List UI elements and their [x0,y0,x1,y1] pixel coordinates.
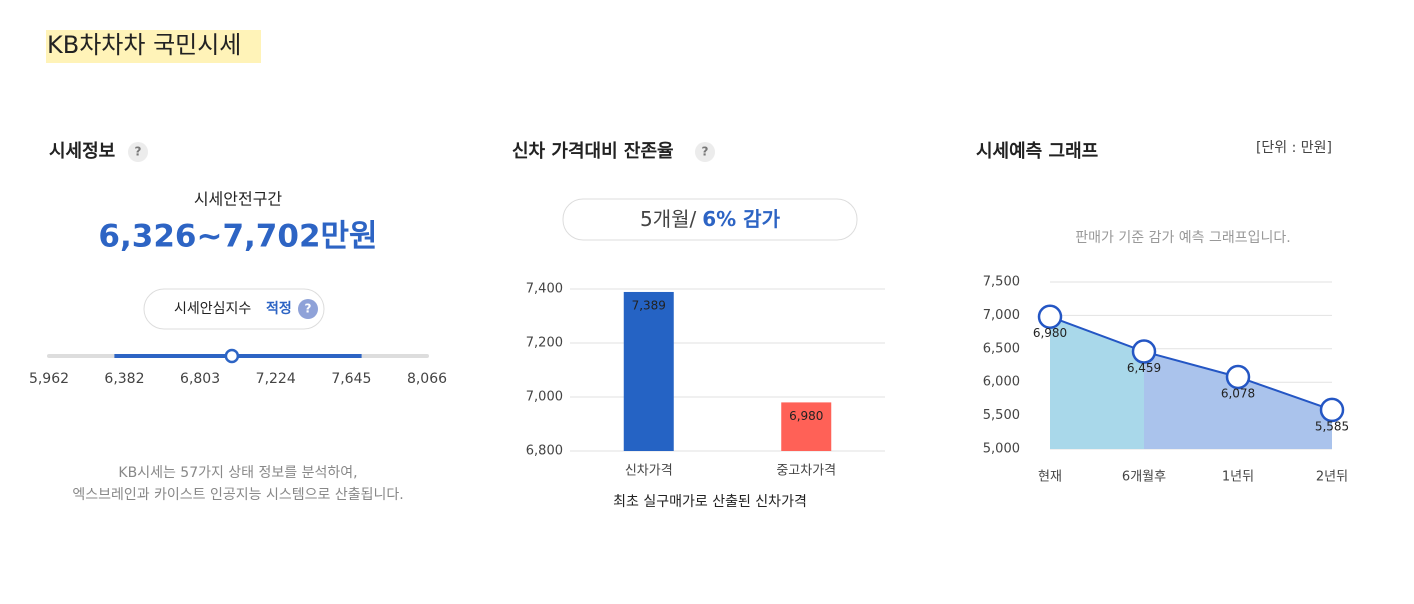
bar [781,402,832,451]
point-value-label: 6,980 [1033,326,1067,340]
slider: 5,962 6,382 6,803 7,224 7,645 8,066 [29,348,447,387]
x-tick-label: 현재 [1038,470,1062,485]
point [1131,339,1157,364]
slider-tick-label: 6,803 [180,371,220,387]
help-icon[interactable] [128,142,148,162]
bar-value-label: 6,980 [789,409,823,423]
unit-label: [단위 : 만원] [1256,140,1332,156]
area-fill [1050,316,1144,449]
point-value-label: 6,078 [1221,386,1255,400]
point-value-label: 5,585 [1315,419,1349,433]
y-tick-label: 7,000 [983,308,1020,323]
x-tick-label: 6개월후 [1122,470,1166,485]
point [1319,397,1345,423]
line-chart: 5,000 5,500 6,000 6,500 7,000 7,500 6,980 현재 6,4… [983,275,1349,485]
help-icon[interactable] [695,142,715,162]
help-mark[interactable]: ? [305,302,312,316]
slider-tick-label: 5,962 [29,371,69,387]
section-title: 신차 가격대비 잔존율 [512,141,674,162]
index-value: 적정 [266,300,292,317]
y-tick-label: 7,400 [526,282,563,297]
y-tick-label: 7,200 [526,336,563,351]
note-line: KB시세는 57가지 상태 정보를 분석하여, [118,465,357,481]
point-value-label: 6,459 [1127,361,1161,375]
area-fill [1144,351,1332,449]
y-tick-label: 7,000 [526,390,563,405]
help-icon[interactable] [298,299,318,319]
range-value: 6,326~7,702만원 [98,219,377,255]
chart-subtitle: 판매가 기준 감가 예측 그래프입니다. [1075,230,1290,246]
y-tick-label: 5,500 [983,408,1020,423]
x-tick-label: 중고차가격 [776,464,836,479]
bar-value-label: 7,389 [632,298,666,312]
bar [623,291,674,451]
bar-chart: 6,800 7,000 7,200 7,400 7,389 신차가격 6,980 중고차가격 [526,282,885,479]
y-tick-label: 7,500 [983,275,1020,290]
badge-text: 5개월/6% 감가 [640,207,781,231]
point [1225,364,1251,390]
page-title: KB차차차 국민시세 [47,31,241,59]
badge [562,198,858,241]
x-tick-label: 1년뒤 [1222,470,1254,485]
help-mark[interactable]: ? [702,145,709,159]
note-line: 엑스브레인과 카이스트 인공지능 시스템으로 산출됩니다. [72,487,403,503]
y-tick-label: 5,000 [983,442,1020,457]
index-pill [143,288,325,330]
badge-period: 5개월/ [640,207,697,231]
y-tick-label: 6,500 [983,341,1020,356]
slider-tick-label: 7,224 [256,371,296,387]
point [1037,304,1063,329]
x-tick-label: 2년뒤 [1316,470,1348,485]
x-tick-label: 신차가격 [625,464,673,479]
slider-marker [224,348,240,364]
y-tick-label: 6,000 [983,375,1020,390]
range-label: 시세안전구간 [194,190,283,209]
section-title: 시세정보 [49,141,115,162]
help-mark[interactable]: ? [135,145,142,159]
slider-tick-label: 7,645 [331,371,371,387]
y-tick-label: 6,800 [526,444,563,459]
slider-tick-label: 6,382 [104,371,144,387]
badge-value: 6% 감가 [702,207,780,231]
title-highlight [46,30,261,63]
index-label: 시세안심지수 [174,301,251,317]
section-title: 시세예측 그래프 [976,141,1098,162]
slider-tick-label: 8,066 [407,371,447,387]
chart-caption: 최초 실구매가로 산출된 신차가격 [613,494,807,510]
line-path [1049,315,1333,411]
